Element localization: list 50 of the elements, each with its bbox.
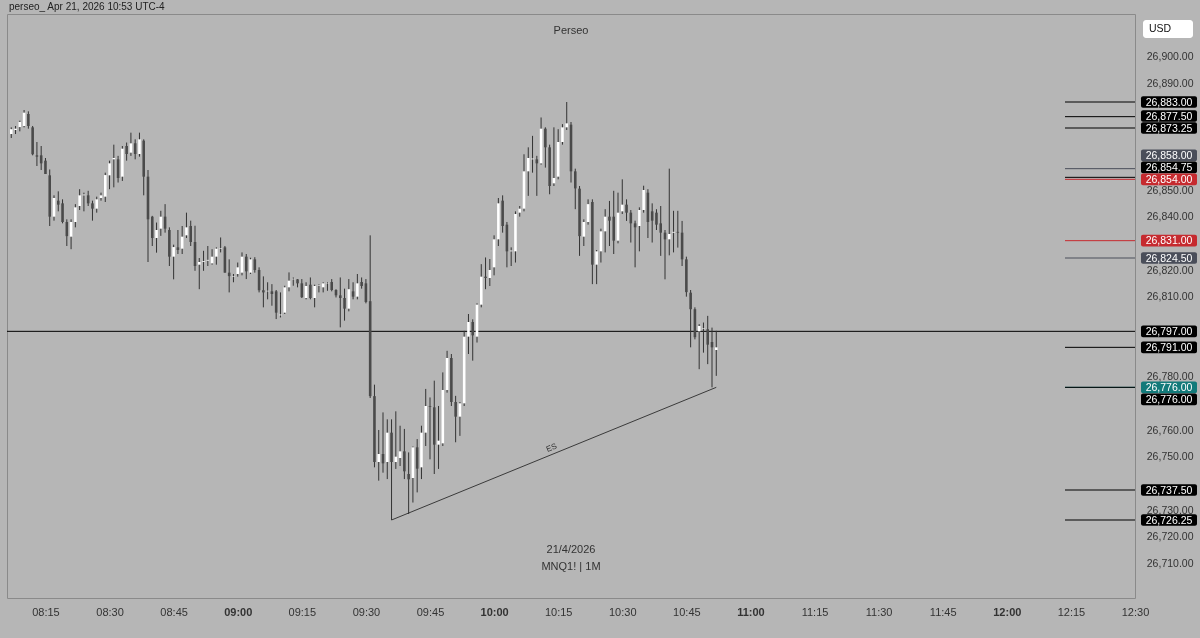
y-tick-label: 26,760.00 xyxy=(1146,423,1194,436)
annotation: MNQ1! | 1M xyxy=(541,560,601,572)
y-tick-label: 26,890.00 xyxy=(1146,76,1194,89)
x-tick-label: 08:30 xyxy=(96,605,124,618)
chart-subtitle: perseo_ Apr 21, 2026 10:53 UTC-4 xyxy=(9,1,166,12)
ref-line-label: 26,797.00 xyxy=(1145,324,1193,337)
ref-line-label: 26,854.00 xyxy=(1145,172,1193,185)
x-tick-label: 10:15 xyxy=(544,605,573,618)
ref-line-label: 26,877.50 xyxy=(1145,109,1193,122)
ref-line-label: 26,737.50 xyxy=(1145,483,1193,496)
annotation: 21/4/2026 xyxy=(546,543,596,555)
y-tick-label: 26,850.00 xyxy=(1146,183,1194,196)
y-tick-label: 26,900.00 xyxy=(1146,50,1194,63)
ref-line-label: 26,858.00 xyxy=(1145,148,1193,161)
x-tick-label: 12:00 xyxy=(993,605,1022,618)
text: ES xyxy=(544,441,559,454)
x-tick-label: 12:30 xyxy=(1121,605,1150,618)
x-tick-label: 09:15 xyxy=(288,605,317,618)
x-tick-label: 12:15 xyxy=(1057,605,1086,618)
x-tick-label: 08:45 xyxy=(160,605,188,618)
x-tick-label: 11:00 xyxy=(737,605,765,618)
ref-line-label: 26,873.25 xyxy=(1145,121,1193,134)
y-tick-label: 26,840.00 xyxy=(1146,210,1194,223)
x-tick-label: 11:15 xyxy=(801,605,829,618)
x-tick-label: 09:00 xyxy=(224,605,253,618)
ref-line-label: 26,883.00 xyxy=(1145,95,1193,108)
y-tick-label: 26,780.00 xyxy=(1146,370,1194,383)
y-tick-label: 26,750.00 xyxy=(1146,450,1194,463)
x-tick-label: 10:45 xyxy=(673,605,701,618)
y-axis-title: USD xyxy=(1149,22,1172,34)
ref-line-label: 26,791.00 xyxy=(1145,340,1193,353)
ref-line-label: 26,824.50 xyxy=(1145,251,1193,264)
y-tick-label: 26,820.00 xyxy=(1146,263,1194,276)
y-tick-label: 26,730.00 xyxy=(1146,503,1194,516)
x-tick-label: 09:45 xyxy=(416,605,445,618)
y-tick-label: 26,710.00 xyxy=(1146,556,1194,569)
ref-line-label: 26,726.25 xyxy=(1145,513,1193,526)
ref-line-label: 26,831.00 xyxy=(1145,234,1193,247)
text: Perseo xyxy=(553,24,589,36)
x-tick-label: 08:15 xyxy=(32,605,60,618)
ref-line-label: 26,776.00 xyxy=(1145,392,1193,405)
x-tick-label: 10:30 xyxy=(609,605,637,618)
y-tick-label: 26,720.00 xyxy=(1146,530,1194,543)
x-tick-label: 11:30 xyxy=(865,605,893,618)
y-tick-label: 26,810.00 xyxy=(1146,290,1194,303)
x-tick-label: 11:45 xyxy=(929,605,957,618)
ref-line-label: 26,776.00 xyxy=(1145,380,1193,393)
x-tick-label: 10:00 xyxy=(480,605,509,618)
x-tick-label: 09:30 xyxy=(352,605,381,618)
ref-line-label: 26,854.75 xyxy=(1145,160,1193,173)
